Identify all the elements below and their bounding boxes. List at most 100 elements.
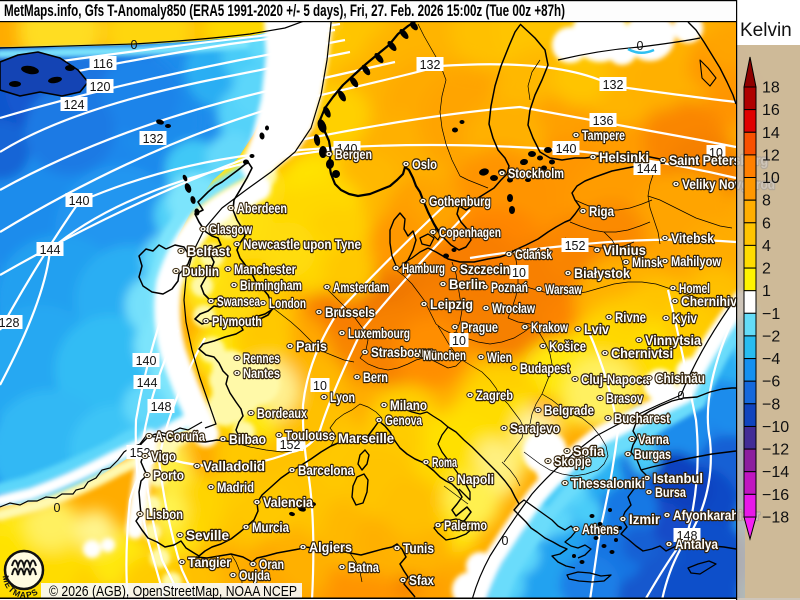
svg-text:Gothenburg: Gothenburg: [429, 193, 491, 209]
svg-text:−12: −12: [762, 442, 789, 459]
svg-text:Lisbon: Lisbon: [146, 506, 183, 522]
svg-text:116: 116: [93, 57, 113, 71]
svg-text:Istanbul: Istanbul: [653, 470, 703, 486]
svg-text:−8: −8: [762, 396, 780, 413]
svg-text:Genova: Genova: [385, 412, 422, 428]
svg-text:124: 124: [64, 98, 85, 112]
svg-text:−10: −10: [762, 419, 789, 436]
svg-text:Burgas: Burgas: [634, 446, 671, 462]
svg-text:Warsaw: Warsaw: [545, 281, 582, 297]
svg-text:Bern: Bern: [363, 369, 388, 385]
svg-text:Poznań: Poznań: [491, 279, 528, 295]
svg-text:Tangier: Tangier: [188, 554, 231, 570]
svg-text:Belgrade: Belgrade: [544, 402, 594, 418]
svg-text:Kelvin: Kelvin: [740, 20, 792, 41]
svg-text:Kyiv: Kyiv: [672, 310, 697, 326]
svg-text:128: 128: [0, 316, 19, 330]
svg-text:Tampere: Tampere: [582, 127, 625, 143]
svg-text:2: 2: [762, 261, 771, 278]
svg-text:144: 144: [137, 376, 158, 390]
svg-text:Tunis: Tunis: [403, 540, 434, 556]
svg-text:Berlin: Berlin: [449, 276, 486, 292]
svg-text:Sfax: Sfax: [409, 572, 434, 588]
svg-text:148: 148: [151, 400, 172, 414]
svg-text:Stockholm: Stockholm: [508, 165, 564, 181]
svg-text:−2: −2: [762, 328, 780, 345]
svg-text:−4: −4: [762, 351, 780, 368]
svg-text:1: 1: [762, 283, 771, 300]
svg-text:Toulouse: Toulouse: [285, 427, 335, 443]
svg-text:Oujda: Oujda: [239, 567, 270, 583]
svg-text:140: 140: [556, 142, 577, 156]
svg-text:Marseille: Marseille: [338, 430, 394, 446]
svg-text:−1: −1: [762, 306, 780, 323]
svg-text:Szczecin: Szczecin: [460, 261, 510, 277]
svg-text:Chernihiv: Chernihiv: [681, 293, 737, 309]
svg-text:Budapest: Budapest: [520, 360, 570, 376]
svg-text:Bucharest: Bucharest: [614, 410, 670, 426]
svg-text:0: 0: [637, 39, 644, 53]
svg-text:Amsterdam: Amsterdam: [333, 279, 389, 295]
svg-text:Oslo: Oslo: [412, 156, 437, 172]
svg-text:Birmingham: Birmingham: [240, 277, 302, 293]
svg-text:Košice: Košice: [549, 338, 586, 354]
svg-text:Mahilyow: Mahilyow: [671, 253, 721, 269]
svg-text:10: 10: [313, 379, 327, 393]
svg-text:Lyon: Lyon: [330, 389, 355, 405]
svg-text:Valladolid: Valladolid: [203, 458, 265, 474]
svg-text:München: München: [423, 347, 466, 363]
svg-text:Varna: Varna: [638, 431, 669, 447]
svg-text:12: 12: [762, 147, 780, 164]
svg-text:Rivne: Rivne: [615, 309, 646, 325]
svg-text:Thessaloniki: Thessaloniki: [571, 475, 645, 491]
svg-text:Wrocław: Wrocław: [492, 300, 535, 316]
svg-text:Nantes: Nantes: [243, 365, 280, 381]
svg-text:Helsinki: Helsinki: [599, 149, 649, 165]
svg-text:Zagreb: Zagreb: [476, 387, 513, 403]
svg-text:140: 140: [69, 194, 90, 208]
svg-text:Bergen: Bergen: [335, 146, 372, 162]
svg-text:Krakow: Krakow: [531, 319, 568, 335]
svg-text:Seville: Seville: [186, 527, 229, 543]
svg-text:14: 14: [762, 125, 780, 142]
svg-text:Algiers: Algiers: [309, 539, 352, 555]
svg-text:Hamburg: Hamburg: [402, 260, 445, 276]
svg-text:144: 144: [40, 243, 61, 257]
svg-text:Riga: Riga: [589, 203, 614, 219]
svg-text:Chisinău: Chisinău: [655, 370, 705, 386]
svg-text:Copenhagen: Copenhagen: [439, 224, 501, 240]
svg-text:4: 4: [762, 238, 771, 255]
svg-text:132: 132: [143, 132, 164, 146]
svg-text:Wien: Wien: [487, 349, 512, 365]
svg-text:Luxembourg: Luxembourg: [348, 325, 410, 341]
svg-text:MetMaps.info, Gfs T-Anomaly850: MetMaps.info, Gfs T-Anomaly850 (ERA5 199…: [4, 2, 565, 20]
svg-text:0: 0: [502, 534, 509, 548]
svg-text:Vinnytsia: Vinnytsia: [645, 332, 701, 348]
svg-text:136: 136: [593, 114, 614, 128]
svg-text:16: 16: [762, 102, 780, 119]
svg-text:Bordeaux: Bordeaux: [257, 405, 307, 421]
svg-text:10: 10: [762, 170, 780, 187]
svg-text:10: 10: [709, 146, 723, 160]
svg-text:Vilnius: Vilnius: [603, 242, 646, 258]
svg-text:Sofia: Sofia: [573, 443, 604, 459]
svg-text:Oran: Oran: [259, 556, 284, 572]
svg-text:Bursa: Bursa: [655, 484, 686, 500]
svg-text:© 2026 (AGB), OpenStreetMap, N: © 2026 (AGB), OpenStreetMap, NOAA NCEP: [49, 583, 297, 600]
svg-text:0: 0: [131, 38, 138, 52]
svg-text:120: 120: [90, 80, 111, 94]
svg-text:Rennes: Rennes: [243, 350, 280, 366]
svg-text:Gdańsk: Gdańsk: [515, 246, 552, 262]
svg-text:Antalya: Antalya: [675, 536, 718, 552]
svg-text:Brussels: Brussels: [325, 304, 375, 320]
svg-text:8: 8: [762, 193, 771, 210]
svg-text:Vitebsk: Vitebsk: [671, 230, 714, 246]
svg-text:18: 18: [762, 80, 780, 97]
svg-text:Newcastle upon Tyne: Newcastle upon Tyne: [243, 236, 361, 252]
svg-text:Plymouth: Plymouth: [212, 313, 262, 329]
svg-text:Skopje: Skopje: [554, 453, 591, 469]
svg-text:Murcia: Murcia: [252, 519, 289, 535]
svg-text:0: 0: [54, 501, 61, 515]
svg-text:Izmir: Izmir: [629, 511, 661, 527]
svg-text:Batna: Batna: [348, 559, 379, 575]
